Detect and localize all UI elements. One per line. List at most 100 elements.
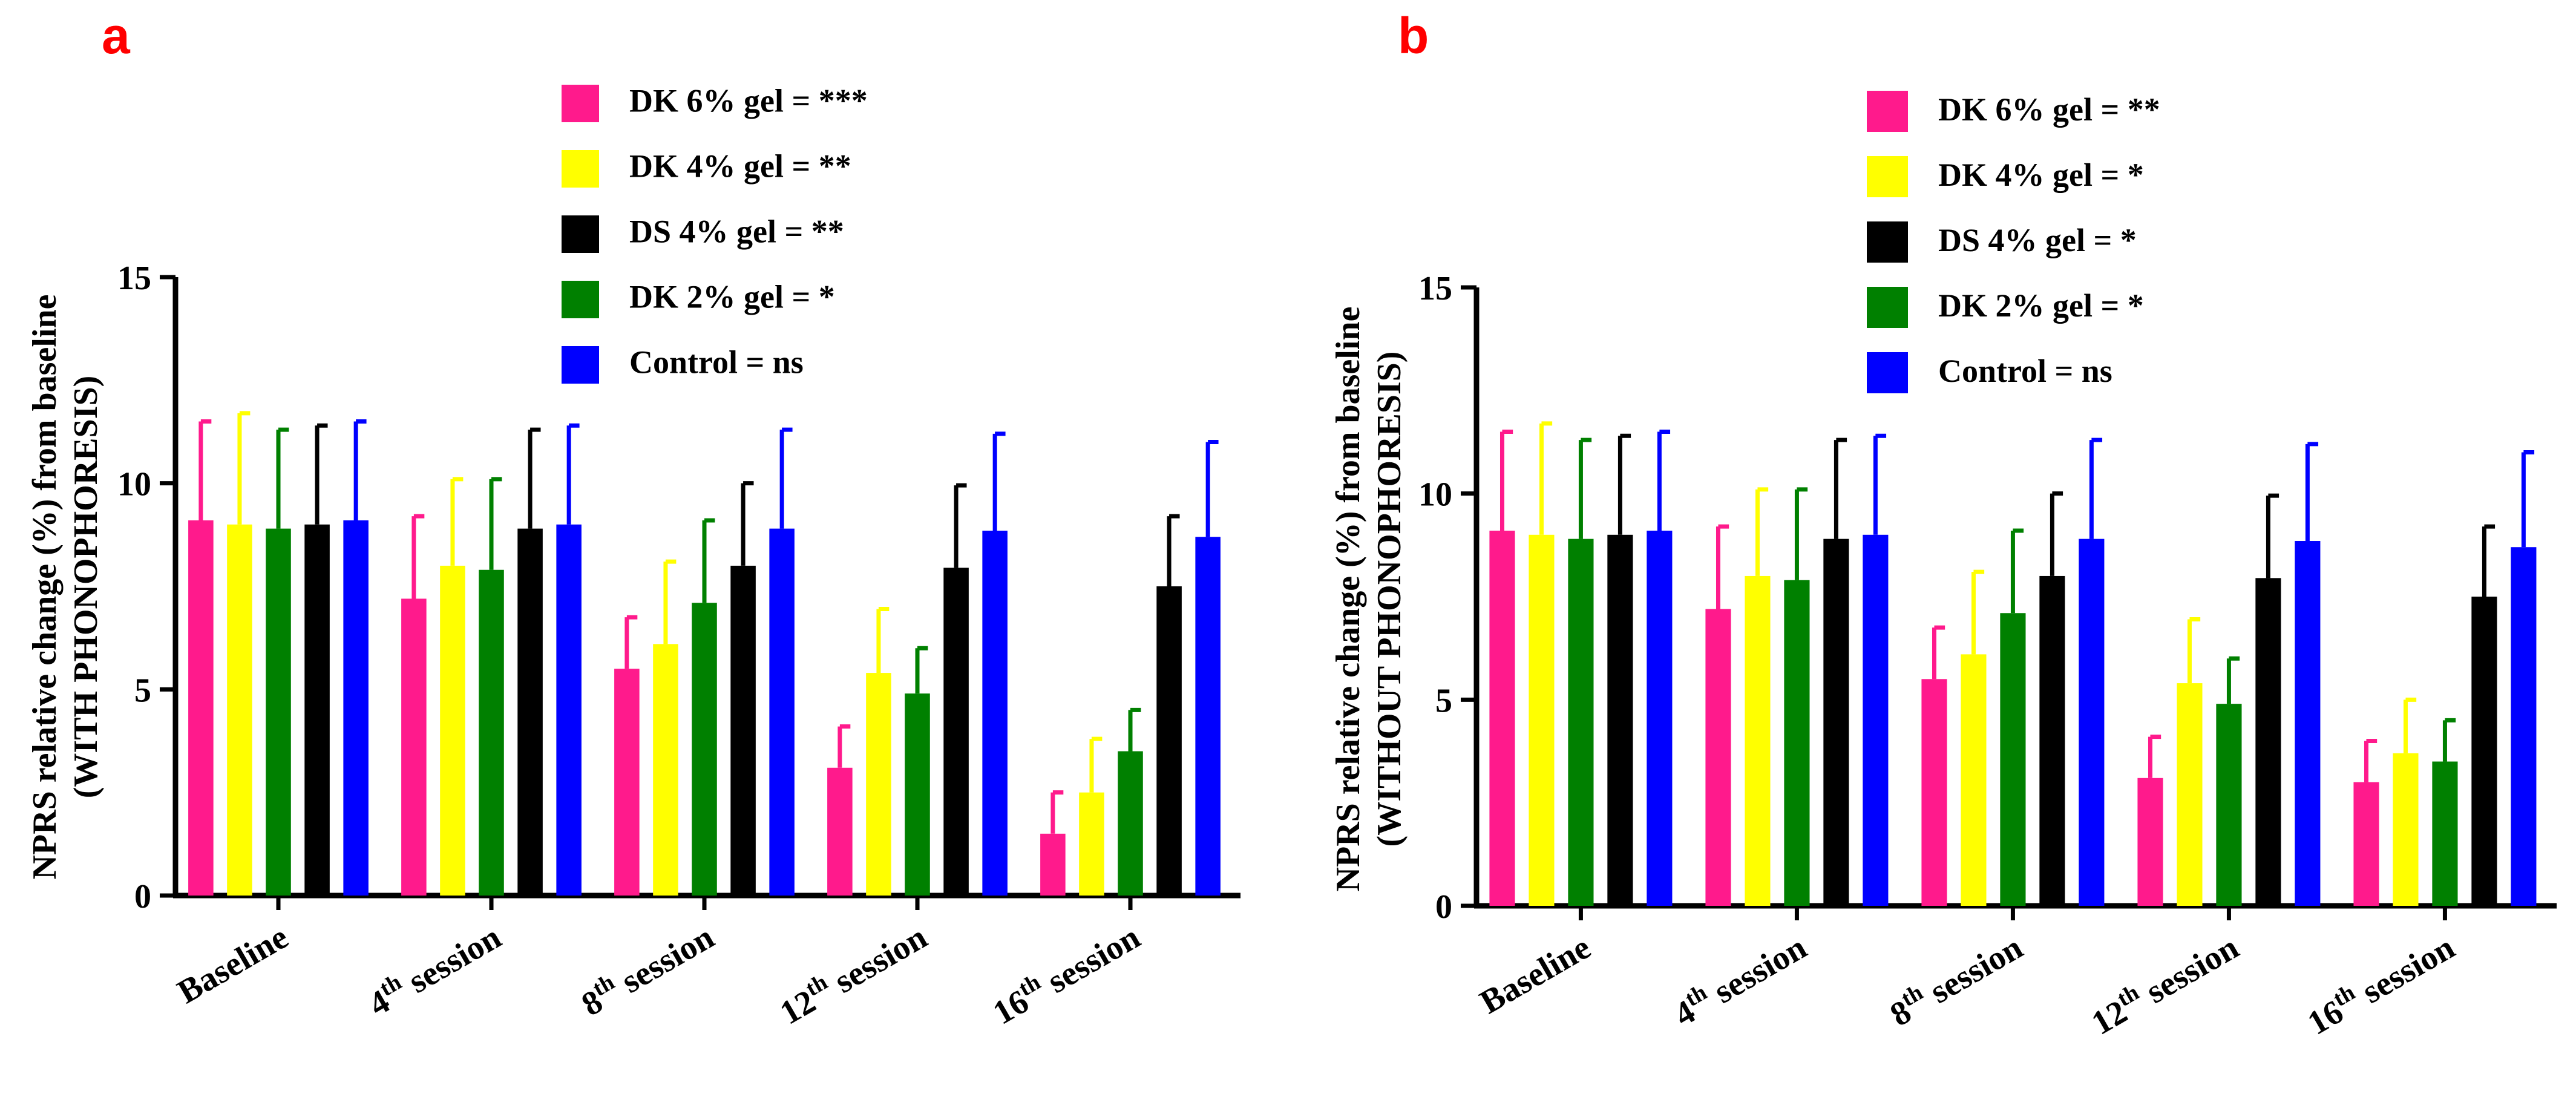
bar: [653, 644, 678, 896]
legend-swatch: [1867, 352, 1908, 393]
bar: [2255, 578, 2281, 906]
bar: [2511, 547, 2537, 906]
legend-swatch: [1867, 91, 1908, 132]
bar: [2079, 539, 2105, 906]
bar: [266, 528, 291, 896]
x-tick-label-rest: session: [2348, 929, 2461, 1015]
bar: [1529, 534, 1555, 906]
bar: [556, 524, 582, 896]
bar: [905, 693, 930, 896]
bar: [401, 598, 427, 896]
legend-swatch: [562, 281, 599, 318]
x-tick-label: 8th session: [1882, 925, 2028, 1033]
bar: [2393, 753, 2419, 906]
x-tick-label-rest: session: [2132, 929, 2245, 1015]
legend-swatch: [562, 150, 599, 188]
legend-label: Control = ns: [629, 344, 804, 381]
bar: [2216, 704, 2242, 906]
bar: [2177, 683, 2203, 906]
bar: [1921, 679, 1947, 906]
bar: [1784, 580, 1810, 906]
x-tick-label: 4th session: [1666, 925, 1812, 1033]
bar: [1195, 537, 1221, 896]
bar: [2039, 575, 2065, 906]
legend-label: DK 6% gel = ***: [629, 83, 868, 119]
legend-swatch: [1867, 156, 1908, 197]
x-tick-label-rest: session: [1700, 929, 1813, 1015]
legend-label: DK 4% gel = **: [629, 148, 851, 185]
bar: [614, 669, 640, 896]
bar: [2137, 778, 2163, 906]
y-axis-subtitle: (WITHOUT PHONOPHORESIS): [1371, 352, 1408, 847]
bar: [517, 528, 543, 896]
bar: [440, 565, 465, 896]
bar: [1823, 539, 1849, 906]
legend-label: DK 6% gel = **: [1938, 91, 2160, 128]
x-tick-label-rest: session: [608, 919, 721, 1005]
x-tick-label: 4th session: [361, 915, 507, 1023]
x-tick-label: 12th session: [2083, 925, 2245, 1042]
bar: [769, 528, 795, 896]
x-tick-label: Baseline: [1473, 929, 1596, 1021]
panel-letter: b: [1398, 7, 1429, 64]
bar: [1745, 575, 1771, 906]
panel-letter: a: [102, 7, 131, 64]
bar: [304, 524, 330, 896]
bar: [1607, 534, 1633, 906]
y-tick-label: 10: [1418, 476, 1452, 514]
bar: [188, 520, 214, 896]
bar: [1568, 539, 1594, 906]
bar: [1118, 751, 1143, 896]
bar: [1079, 792, 1104, 896]
legend-swatch: [562, 215, 599, 253]
bar: [2471, 597, 2497, 906]
x-tick-label-rest: session: [1916, 929, 2029, 1015]
bar: [227, 524, 252, 896]
legend-label: DK 2% gel = *: [1938, 287, 2144, 324]
bar: [982, 531, 1008, 896]
panel-a: a NPRS relative change (%) from baseline(…: [26, 7, 1240, 1032]
x-tick-label-rest: session: [395, 919, 508, 1005]
legend-label: DS 4% gel = *: [1938, 222, 2137, 258]
legend-swatch: [562, 346, 599, 384]
bar: [2432, 761, 2458, 906]
x-tick-label-rest: session: [1034, 919, 1147, 1005]
legend-label: Control = ns: [1938, 353, 2112, 389]
bar: [2295, 541, 2321, 906]
y-axis-subtitle: (WITH PHONOPHORESIS): [67, 376, 105, 799]
bar: [479, 569, 504, 896]
legend-swatch: [1867, 221, 1908, 263]
bar: [827, 767, 853, 896]
bar: [2000, 613, 2026, 906]
y-tick-label: 10: [117, 466, 151, 503]
bar: [2353, 782, 2379, 906]
bar: [1156, 586, 1182, 896]
legend-label: DK 2% gel = *: [629, 279, 835, 315]
x-tick-label: 16th session: [985, 915, 1147, 1032]
y-tick-label: 5: [134, 672, 151, 709]
bar: [1489, 530, 1515, 906]
x-tick-label-main: Baseline: [1473, 929, 1596, 1021]
y-axis-title: NPRS relative change (%) from baseline: [1329, 307, 1367, 892]
bar: [943, 568, 969, 896]
bar: [692, 603, 717, 896]
y-tick-label: 0: [1435, 888, 1452, 926]
panel-b: b NPRS relative change (%) from baseline(…: [1329, 7, 2557, 1043]
y-tick-label: 15: [117, 260, 151, 297]
legend-label: DK 4% gel = *: [1938, 157, 2144, 193]
bar: [1961, 654, 1987, 906]
legend-label: DS 4% gel = **: [629, 214, 844, 250]
bar: [730, 565, 756, 896]
x-tick-label: 16th session: [2299, 925, 2461, 1042]
y-tick-label: 0: [134, 878, 151, 915]
x-tick-label: 8th session: [574, 915, 720, 1023]
legend-swatch: [1867, 287, 1908, 328]
bar: [343, 520, 369, 896]
y-tick-label: 5: [1435, 682, 1452, 719]
x-tick-label-rest: session: [821, 919, 934, 1005]
x-tick-label-main: Baseline: [171, 919, 294, 1011]
bar: [866, 673, 891, 896]
x-tick-label: 12th session: [772, 915, 934, 1032]
bar: [1705, 609, 1731, 906]
